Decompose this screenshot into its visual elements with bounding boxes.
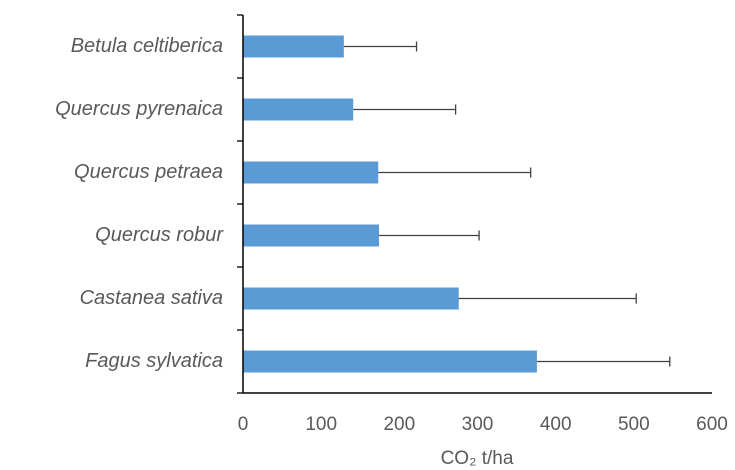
bar [243,224,380,247]
bar [243,35,344,58]
error-bar [378,167,532,178]
x-tick-label: 500 [618,414,650,435]
error-bar [379,230,480,241]
y-tick-label: Castanea sativa [80,287,223,309]
x-tick-label: 200 [383,414,415,435]
error-bar [353,104,457,115]
y-tick-label: Quercus robur [95,224,224,246]
error-bar [536,356,671,367]
x-tick-label: 100 [305,414,337,435]
y-tick-label: Quercus pyrenaica [55,98,223,120]
bar [243,350,537,373]
y-tick-label: Betula celtiberica [71,35,223,57]
error-bar [458,293,637,304]
bar [243,287,459,310]
y-tick-label: Quercus petraea [74,161,223,183]
x-axis-label: CO₂ t/ha [441,448,514,469]
x-tick-label: 400 [540,414,572,435]
x-tick-label: 300 [462,414,494,435]
error-bar [343,41,418,52]
x-tick-label: 600 [696,414,728,435]
bar [243,98,354,121]
y-tick-label: Fagus sylvatica [85,350,223,372]
x-tick-label: 0 [238,414,249,435]
bar [243,161,379,184]
